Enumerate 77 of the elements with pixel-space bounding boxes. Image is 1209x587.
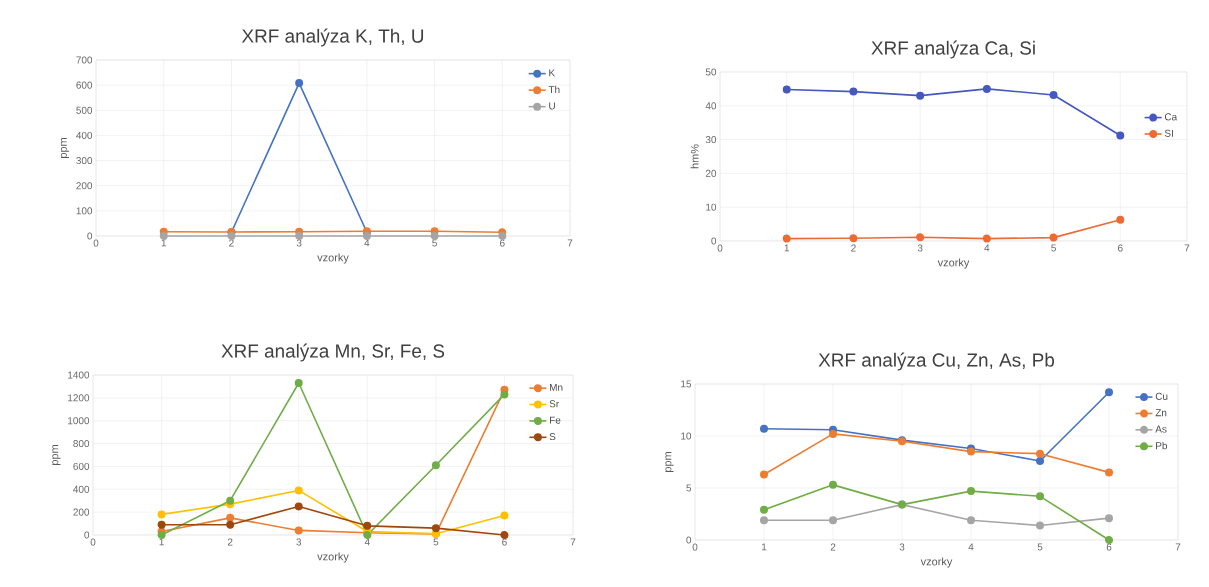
x-tick-label: 6 [1118,244,1123,252]
x-tick-label: 0 [692,543,698,551]
x-tick-label: 1 [762,543,767,551]
y-tick-label: 0 [84,531,90,539]
y-tick-label: 500 [76,106,93,114]
y-tick-label: 10 [681,432,692,440]
legend-label: As [1155,425,1167,433]
x-tick-label: 7 [570,538,576,546]
legend-label: Pb [1156,441,1168,450]
y-tick-label: 10 [706,203,717,211]
legend-label: K [549,69,555,77]
legend-label: Th [548,85,560,93]
y-tick-label: 200 [76,182,93,190]
legend-label: S [549,433,556,441]
legend-label: U [549,102,555,110]
x-tick-label: 2 [227,538,233,546]
x-tick-label: 7 [1184,244,1190,252]
y-tick-label: 1400 [68,371,90,379]
y-tick-label: 300 [76,157,93,165]
legend-label: Ca [1164,113,1178,121]
y-tick-label: 0 [87,232,93,240]
legend-label: Zn [1155,409,1167,417]
y-tick-label: 600 [73,462,90,470]
x-tick-label: 7 [1175,543,1181,551]
y-tick-label: 200 [73,508,90,516]
y-axis-title: ppm [60,138,70,158]
y-tick-label: 1200 [68,394,90,402]
x-tick-label: 0 [717,244,723,252]
chart-title: XRF analýza K, Th, U [241,28,424,47]
y-tick-label: 600 [76,81,93,89]
x-tick-label: 5 [1051,244,1056,252]
x-tick-label: 4 [984,244,990,252]
x-tick-label: 2 [830,543,836,551]
x-axis-title: vzorky [937,258,970,269]
y-tick-label: 800 [73,440,90,448]
x-tick-label: 6 [500,239,505,247]
y-tick-label: 30 [705,136,717,144]
x-tick-label: 3 [296,538,302,546]
x-tick-label: 5 [1037,543,1043,551]
y-tick-label: 20 [705,169,717,177]
x-tick-label: 3 [917,244,923,252]
y-tick-label: 400 [76,131,93,139]
x-tick-label: 4 [364,538,370,546]
y-axis-title: ppm [665,452,674,472]
x-tick-label: 0 [93,239,99,247]
y-tick-label: 400 [73,485,90,493]
legend-label: Cu [1155,392,1168,400]
x-tick-label: 1 [159,538,164,546]
y-axis-title: ppm [52,445,61,465]
chart-title: XRF analýza Ca, Si [871,40,1035,59]
x-tick-label: 1 [784,244,790,252]
legend-label: SI [1164,129,1173,137]
x-axis-title: vzorky [317,253,349,264]
y-tick-label: 5 [686,484,692,492]
x-tick-label: 5 [433,538,439,546]
chart-title: XRF analýza Mn, Sr, Fe, S [221,343,445,362]
x-tick-label: 2 [851,244,856,252]
y-axis-title: hm% [690,144,699,169]
y-tick-label: 40 [705,102,717,110]
x-tick-label: 6 [1106,543,1112,551]
legend-label: Fe [550,416,561,424]
x-axis-title: vzorky [920,557,953,568]
x-tick-label: 3 [899,543,905,551]
x-tick-label: 6 [502,538,507,546]
y-tick-label: 700 [76,56,93,64]
y-tick-label: 100 [76,207,93,215]
y-tick-label: 15 [681,380,692,388]
x-tick-label: 4 [968,543,974,551]
y-tick-label: 50 [705,68,717,76]
x-tick-label: 7 [567,239,573,247]
x-axis-title: vzorky [317,552,349,563]
chart-title: XRF analýza Cu, Zn, As, Pb [818,352,1055,371]
x-tick-label: 4 [364,239,370,247]
legend-label: Mn [550,383,563,391]
y-tick-label: 1000 [68,417,90,425]
x-tick-label: 1 [161,239,167,247]
legend-label: Sr [549,400,559,408]
